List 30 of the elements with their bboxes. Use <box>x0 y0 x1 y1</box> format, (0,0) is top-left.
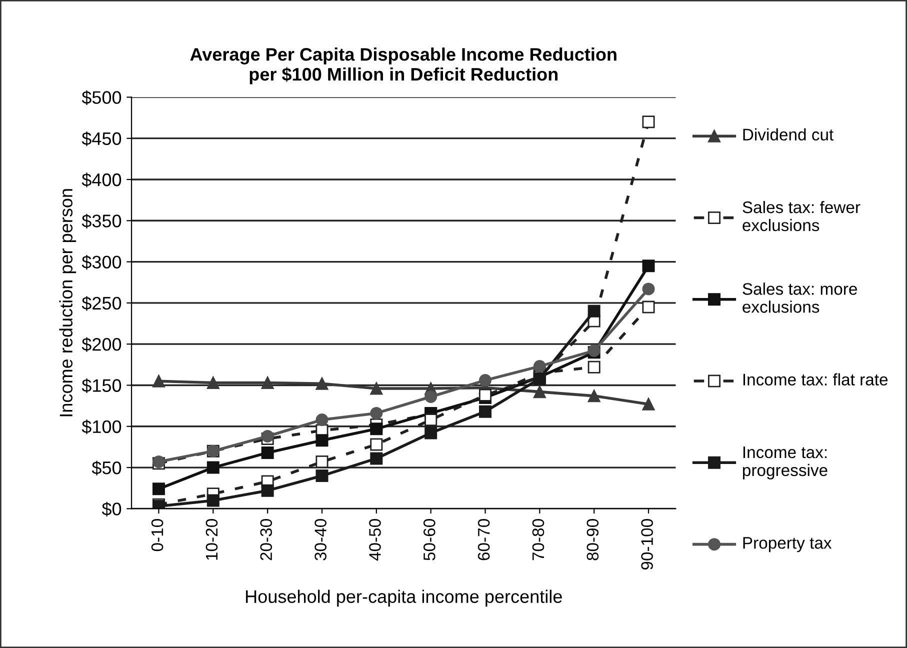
y-tick-label: $400 <box>82 172 122 188</box>
x-tick-label: 50-60 <box>423 519 436 560</box>
legend-label: Dividend cut <box>743 128 834 141</box>
y-tick-label: $0 <box>102 502 122 516</box>
x-tick-label: 20-30 <box>260 519 272 560</box>
y-tick-label: $350 <box>82 214 122 228</box>
y-axis-title: Income reduction per person <box>59 189 76 416</box>
y-tick-label: $200 <box>82 337 122 352</box>
x-tick-label: 70-80 <box>532 519 544 560</box>
y-tick-label: $500 <box>82 90 122 105</box>
legend-label: Sales tax: more exclusions <box>742 282 857 313</box>
legend-label: Income tax: flat rate <box>743 373 888 386</box>
chart-title: Average Per Capita Disposable Income Reduction per $100 Million in Deficit Reduction <box>190 48 616 84</box>
x-tick-label: 80-90 <box>586 519 599 560</box>
legend-label: Income tax: progressive <box>743 446 828 480</box>
y-tick-label: $100 <box>82 420 122 434</box>
y-tick-label: $300 <box>82 254 122 270</box>
y-tick-label: $250 <box>82 296 122 311</box>
x-tick-label: 40-50 <box>369 519 381 561</box>
legend-label: Sales tax: fewer exclusions <box>742 200 860 232</box>
x-tick-label: 60-70 <box>478 519 490 560</box>
y-tick-label: $450 <box>82 132 122 146</box>
x-tick-label: 10-20 <box>206 519 218 560</box>
x-axis-title: Household per-capita income percentile <box>246 590 562 607</box>
y-tick-label: $50 <box>92 460 122 476</box>
x-tick-label: 30-40 <box>314 519 326 560</box>
x-tick-label: 0-10 <box>151 519 164 552</box>
x-tick-label: 90-100 <box>641 519 653 570</box>
y-tick-label: $150 <box>82 378 122 394</box>
legend-label: Property tax <box>743 537 832 552</box>
